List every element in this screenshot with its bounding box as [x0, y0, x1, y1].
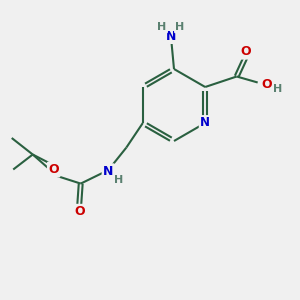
- Text: N: N: [200, 116, 210, 130]
- Text: H: H: [158, 22, 166, 32]
- Text: O: O: [261, 77, 272, 91]
- Text: O: O: [48, 163, 59, 176]
- Text: N: N: [103, 165, 113, 178]
- Text: N: N: [166, 29, 176, 43]
- Text: H: H: [176, 22, 184, 32]
- Text: O: O: [240, 45, 251, 58]
- Text: H: H: [273, 83, 283, 94]
- Text: O: O: [74, 205, 85, 218]
- Text: H: H: [115, 175, 124, 185]
